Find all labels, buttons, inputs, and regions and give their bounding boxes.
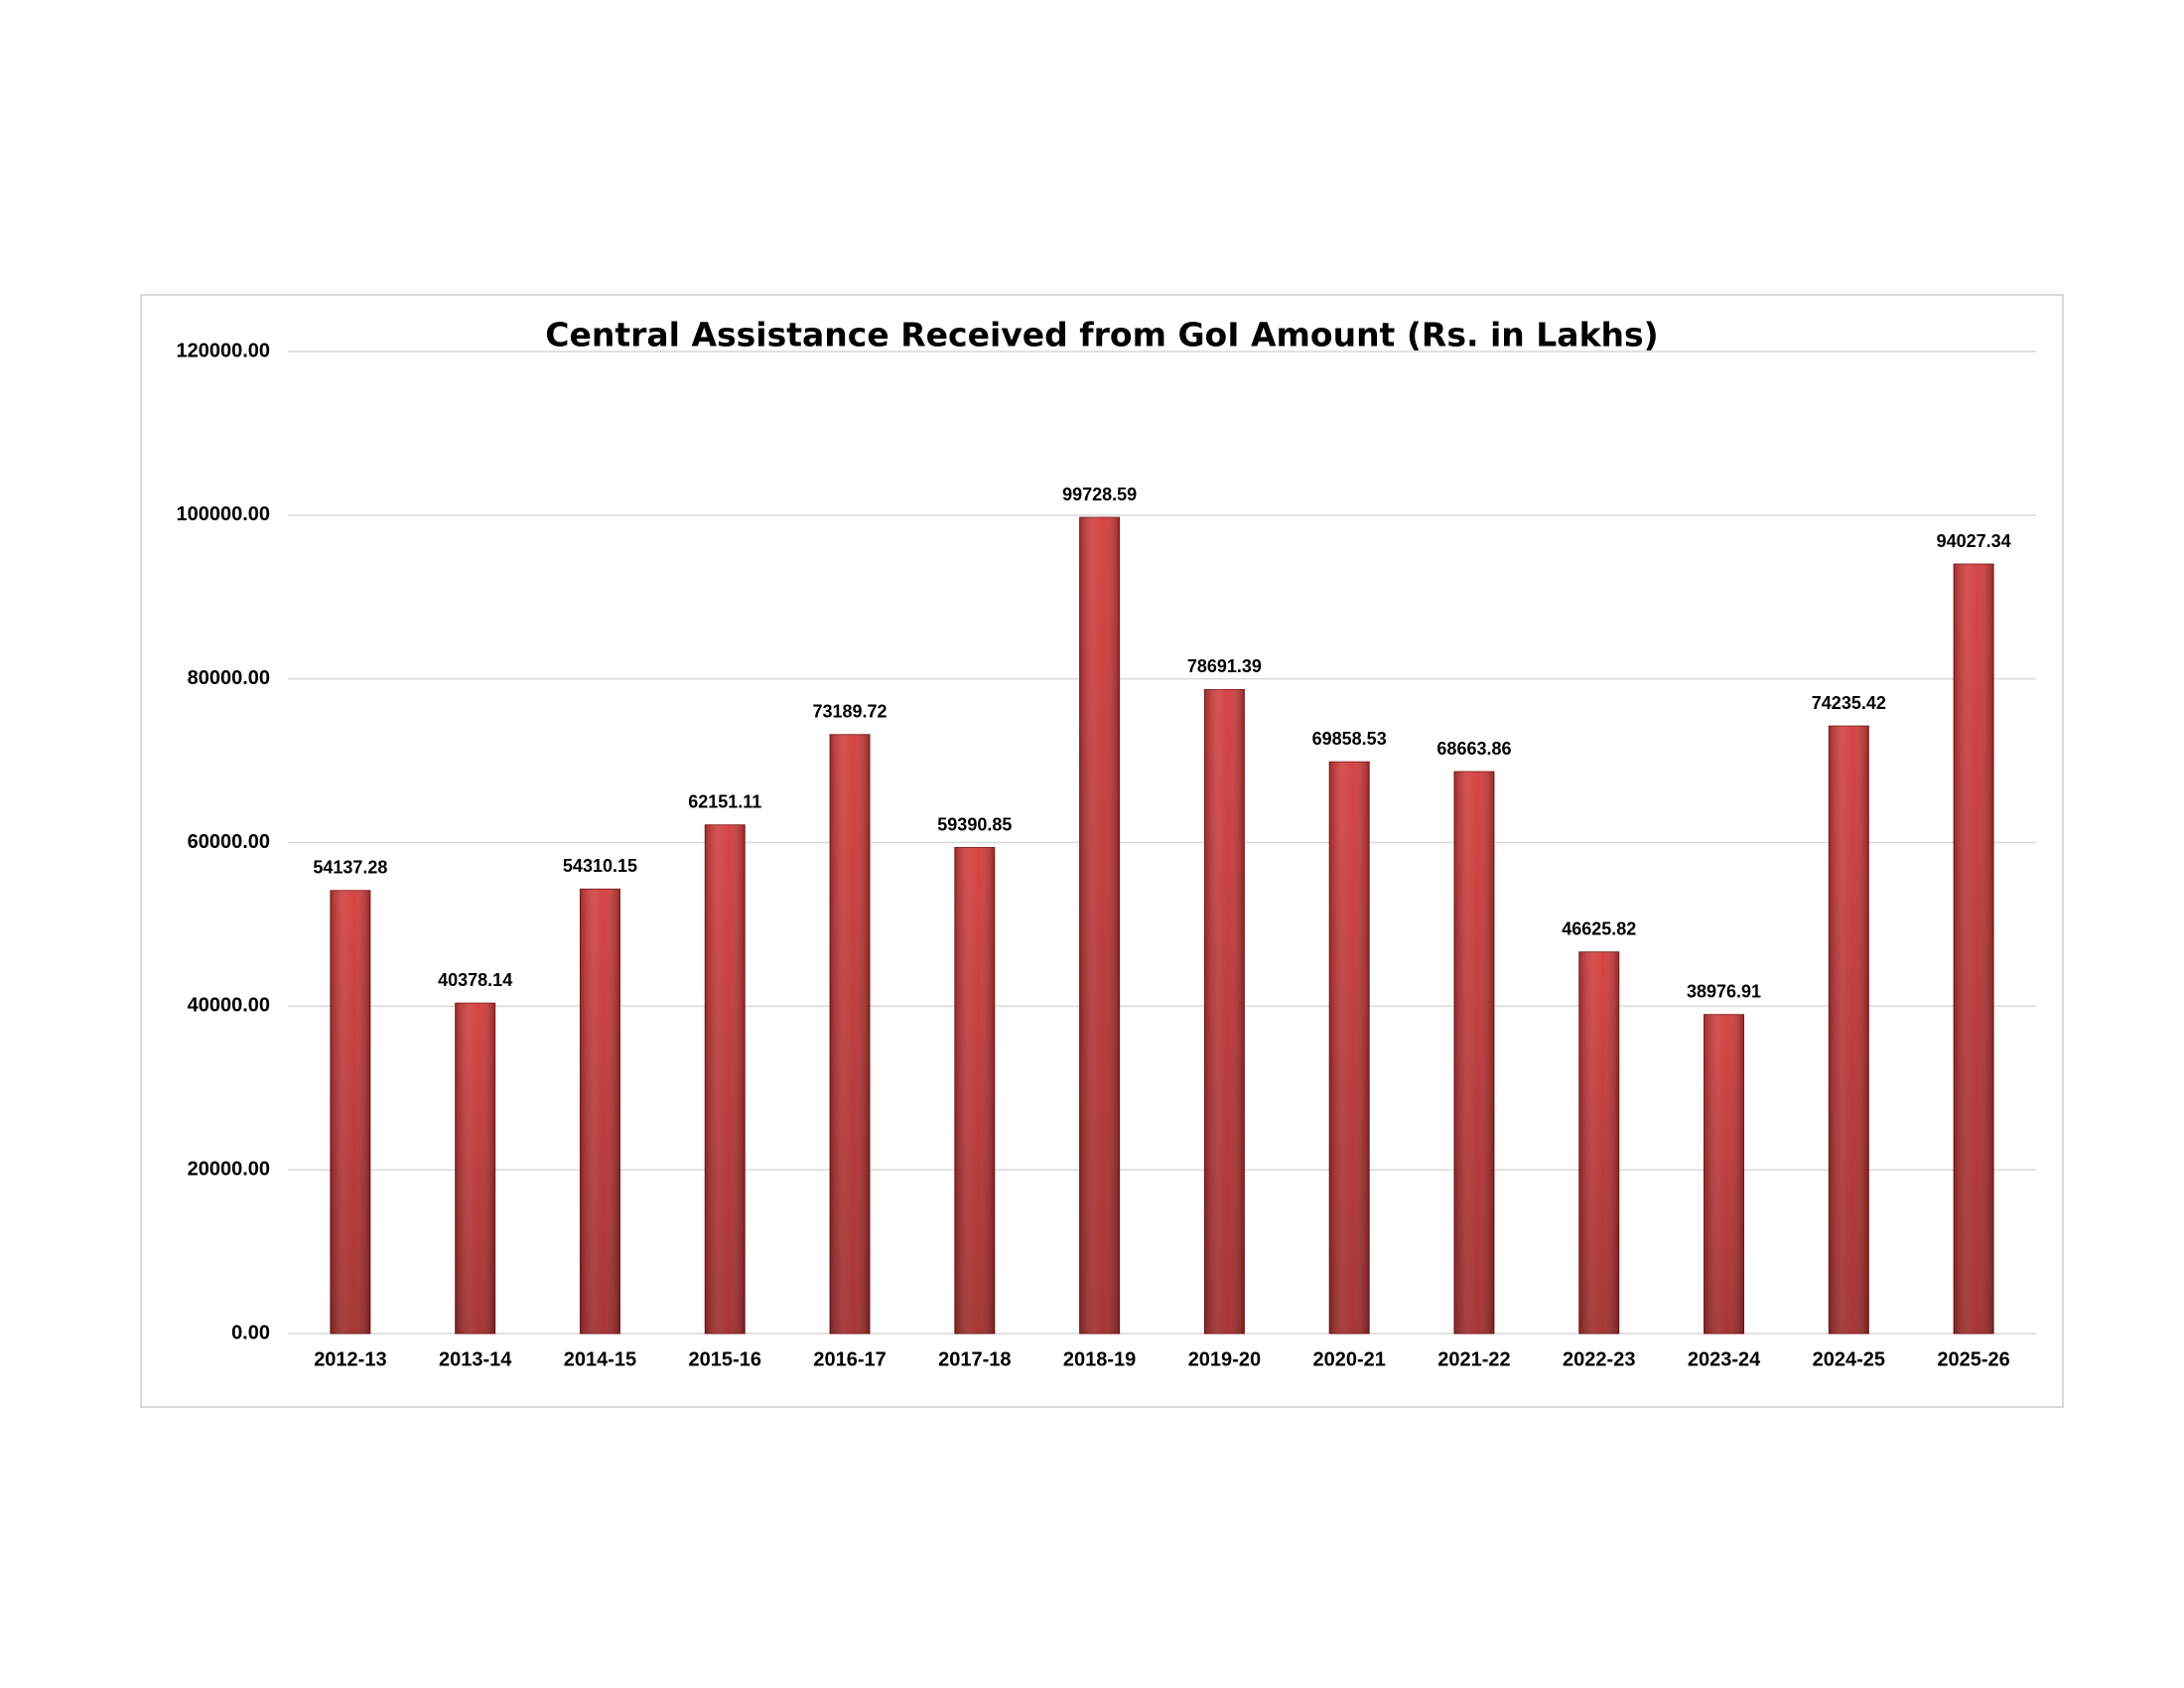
x-tick-label: 2019-20 xyxy=(1188,1348,1261,1370)
value-label: 54137.28 xyxy=(313,858,387,878)
value-label: 74235.42 xyxy=(1812,693,1886,713)
x-tick-label: 2018-19 xyxy=(1063,1348,1136,1370)
bar-shade xyxy=(1329,762,1370,1334)
x-tick-label: 2017-18 xyxy=(938,1348,1011,1370)
y-tick-label: 100000.00 xyxy=(176,503,270,525)
value-label: 69858.53 xyxy=(1312,729,1387,749)
x-tick-label: 2012-13 xyxy=(314,1348,386,1370)
x-tick-label: 2016-17 xyxy=(813,1348,886,1370)
bar-shade xyxy=(1578,951,1619,1334)
y-tick-label: 0.00 xyxy=(231,1322,270,1343)
value-label: 46625.82 xyxy=(1562,918,1636,938)
bar-shade xyxy=(954,847,995,1334)
x-tick-label: 2021-22 xyxy=(1437,1348,1510,1370)
bar-shade xyxy=(455,1003,495,1334)
x-tick-label: 2014-15 xyxy=(564,1348,636,1370)
x-tick-label: 2023-24 xyxy=(1688,1348,1761,1370)
bar-shade xyxy=(1079,517,1120,1334)
value-label: 59390.85 xyxy=(937,814,1012,834)
grid: 0.00 20000.00 40000.00 60000.00 80000.00 1000… xyxy=(176,340,2036,1343)
x-tick-label: 2015-16 xyxy=(689,1348,761,1370)
value-label: 54310.15 xyxy=(563,856,637,876)
x-tick-label: 2025-26 xyxy=(1937,1348,2009,1370)
y-tick-label: 80000.00 xyxy=(188,667,270,689)
x-tick-label: 2020-21 xyxy=(1312,1348,1385,1370)
value-label: 40378.14 xyxy=(438,970,512,990)
chart-title: Central Assistance Received from GoI Amo… xyxy=(545,316,1658,354)
bar-shade xyxy=(1954,564,1994,1334)
x-tick-label: 2013-14 xyxy=(439,1348,512,1370)
bar-shade xyxy=(830,734,871,1334)
value-label: 73189.72 xyxy=(812,702,887,722)
x-tick-label: 2022-23 xyxy=(1563,1348,1635,1370)
value-label: 78691.39 xyxy=(1187,656,1262,676)
bar-shade xyxy=(1453,772,1494,1334)
x-tick-label: 2024-25 xyxy=(1813,1348,1885,1370)
y-tick-label: 40000.00 xyxy=(188,995,270,1017)
value-label: 68663.86 xyxy=(1436,739,1511,759)
bar-shade xyxy=(705,824,746,1334)
value-label: 38976.91 xyxy=(1687,982,1761,1002)
bar-shade xyxy=(330,890,370,1334)
bars: 2012-13 54137.28 2013-14 40378.14 2014-15 543… xyxy=(313,485,2010,1370)
value-label: 62151.11 xyxy=(688,792,761,812)
value-label: 99728.59 xyxy=(1062,485,1137,504)
y-tick-label: 20000.00 xyxy=(188,1158,270,1180)
value-label: 94027.34 xyxy=(1937,531,2011,551)
y-tick-label: 120000.00 xyxy=(176,340,270,361)
bar-shade xyxy=(580,889,620,1334)
bar-shade xyxy=(1829,726,1869,1334)
y-tick-label: 60000.00 xyxy=(188,831,270,853)
bar-shade xyxy=(1704,1014,1744,1334)
bar-shade xyxy=(1204,689,1245,1334)
